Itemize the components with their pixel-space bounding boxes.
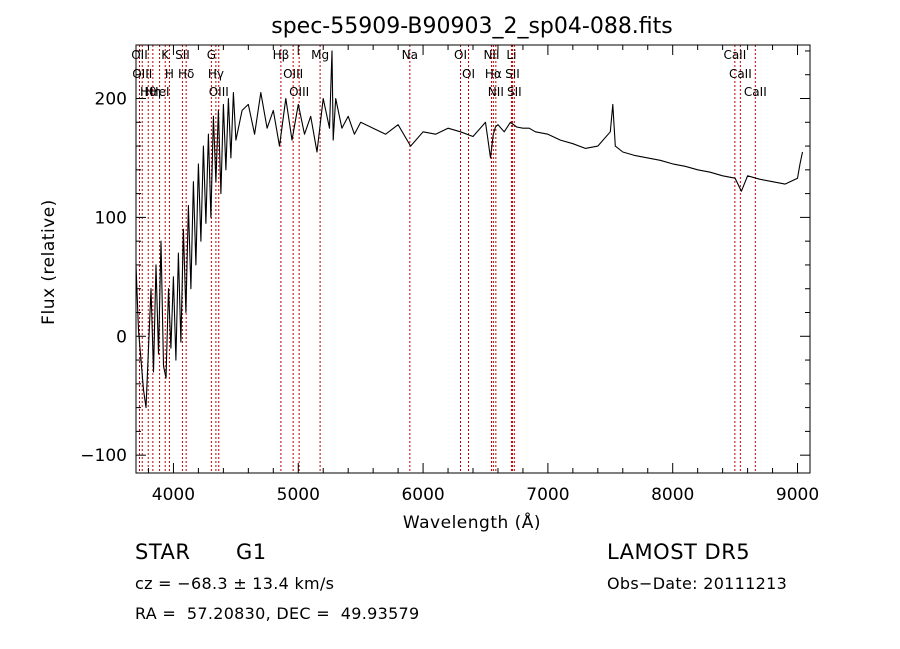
- line-label: NII: [488, 85, 504, 99]
- object-class: STAR: [135, 540, 191, 564]
- line-label: SII: [505, 67, 520, 81]
- line-label: H: [165, 67, 174, 81]
- y-axis: −100 0 100 200: [80, 50, 810, 466]
- y-axis-label: Flux (relative): [39, 199, 59, 325]
- y-tick-label: 200: [95, 90, 127, 110]
- survey-name: LAMOST DR5: [607, 540, 751, 564]
- spectrum-trace: [135, 50, 804, 409]
- line-label: G: [207, 48, 216, 62]
- x-axis-label: Wavelength (Å): [403, 511, 541, 533]
- y-tick-label: 0: [116, 327, 127, 347]
- spectral-line-labels: OIIOIIIHθHηHeIKHSIIHδGHγOIIIHβOIIIOIIIMg…: [131, 48, 767, 99]
- line-label: SII: [175, 48, 190, 62]
- line-label: CaII: [744, 85, 767, 99]
- y-tick-label: −100: [80, 446, 127, 466]
- observation-date: Obs−Date: 20111213: [607, 574, 788, 593]
- x-axis: 4000 5000 6000 7000 8000 9000: [147, 45, 819, 505]
- line-label: Li: [506, 48, 516, 62]
- line-label: Hη: [145, 85, 162, 99]
- line-label: OIII: [283, 67, 303, 81]
- chart-title: spec-55909-B90903_2_sp04-088.fits: [271, 14, 673, 39]
- line-label: HeI: [150, 85, 170, 99]
- line-label: K: [161, 48, 170, 62]
- line-label: OI: [454, 48, 467, 62]
- line-label: OIII: [289, 85, 309, 99]
- spectral-line-markers: [138, 45, 756, 473]
- x-tick-label: 8000: [651, 485, 694, 505]
- line-label: CaII: [729, 67, 752, 81]
- x-tick-label: 4000: [152, 485, 195, 505]
- line-label: NII: [483, 48, 499, 62]
- line-label: Na: [402, 48, 418, 62]
- x-tick-label: 7000: [526, 485, 569, 505]
- line-label: OI: [462, 67, 475, 81]
- line-label: Hβ: [273, 48, 290, 62]
- line-label: Hθ: [140, 85, 156, 99]
- line-label: OII: [131, 48, 148, 62]
- x-tick-label: 9000: [776, 485, 819, 505]
- line-label: Hδ: [178, 67, 194, 81]
- x-tick-label: 6000: [401, 485, 444, 505]
- x-tick-label: 5000: [277, 485, 320, 505]
- coordinates: RA = 57.20830, DEC = 49.93579: [135, 604, 420, 623]
- line-label: SII: [507, 85, 522, 99]
- plot-frame: [135, 44, 811, 474]
- line-label: OIII: [209, 85, 229, 99]
- y-tick-label: 100: [95, 208, 127, 228]
- line-label: Mg: [311, 48, 329, 62]
- line-label: Hγ: [208, 67, 224, 81]
- line-label: OIII: [132, 67, 152, 81]
- line-label: Hα: [485, 67, 502, 81]
- redshift-cz: cz = −68.3 ± 13.4 km/s: [135, 574, 335, 593]
- object-subclass: G1: [236, 540, 267, 564]
- line-label: CaII: [723, 48, 746, 62]
